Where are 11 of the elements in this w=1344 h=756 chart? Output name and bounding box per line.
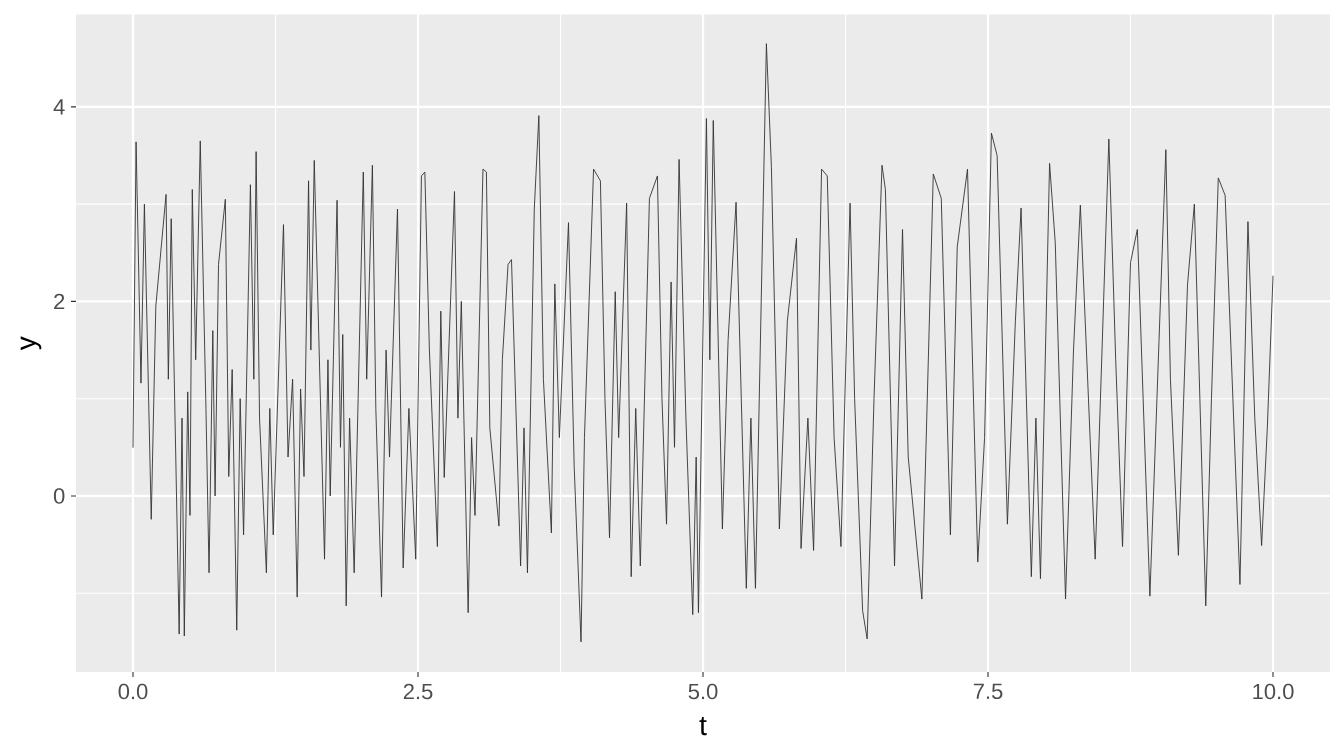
x-tick-label: 5.0	[688, 683, 718, 700]
y-axis-title: y	[20, 336, 42, 351]
x-axis-title: t	[699, 716, 707, 736]
y-tick-label: 4	[53, 99, 65, 115]
y-tick-label: 0	[53, 488, 65, 504]
x-tick-label: 7.5	[973, 683, 1003, 700]
x-tick-label: 2.5	[403, 683, 433, 700]
x-tick-label: 0.0	[118, 683, 148, 700]
line-series	[132, 43, 1274, 643]
x-tick-label: 10.0	[1253, 683, 1294, 700]
y-tick-label: 2	[54, 293, 65, 310]
